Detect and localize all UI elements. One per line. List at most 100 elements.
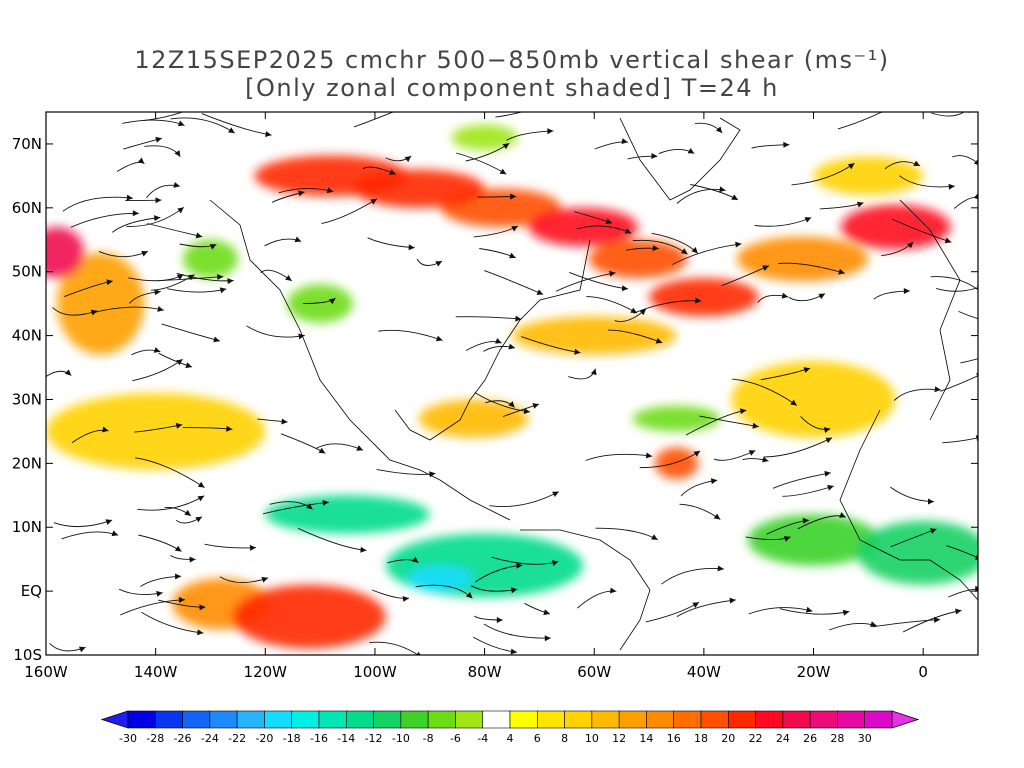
colorbar-swatch	[291, 710, 320, 729]
streamline-arrow	[185, 362, 193, 369]
streamline-arrow	[781, 292, 789, 299]
latitude-axis: 70N 60N 50N 40N 30N 20N 10N EQ 10S	[12, 135, 978, 664]
colorbar: -30 -28 -26 -24 -22 -20 -18 -16 -14 -12 -10 -8 -6 -4 4…	[100, 710, 920, 745]
shear-region	[287, 284, 354, 323]
streamline-arrow	[735, 241, 742, 248]
streamline	[940, 375, 978, 392]
map-title-line-2: [Only zonal component shaded] T=24 h	[245, 74, 779, 102]
streamline	[958, 310, 978, 320]
streamline-arrow	[435, 261, 443, 267]
shear-region	[418, 399, 529, 438]
colorbar-label: 22	[749, 732, 763, 745]
longitude-axis: 160W 140W 120W 100W 80W 60W 40W 20W 0	[24, 112, 928, 681]
streamline-arrow	[294, 236, 302, 243]
streamline-arrow	[174, 545, 182, 552]
shear-region	[512, 316, 677, 355]
shear-region	[183, 239, 238, 279]
colorbar-swatch	[236, 710, 265, 729]
streamline-arrow	[655, 337, 663, 344]
shear-region	[353, 169, 485, 208]
streamline-arrow	[175, 422, 183, 429]
streamline-arrow	[802, 517, 809, 524]
lon-tick-label: 40W	[687, 663, 721, 681]
streamline-arrow	[156, 590, 163, 597]
streamline-arrow	[298, 333, 305, 340]
lon-tick-label: 60W	[577, 663, 611, 681]
streamline-arrow	[645, 452, 653, 459]
streamline-arrow	[906, 241, 914, 249]
colorbar-swatch	[591, 710, 620, 729]
streamline-arrow	[651, 534, 658, 540]
streamline-arrow	[370, 198, 377, 205]
streamline-arrow	[680, 248, 688, 255]
colorbar-label: 6	[534, 732, 541, 745]
streamline-arrow	[824, 470, 831, 477]
streamline-arrow	[973, 159, 978, 165]
streamline-arrow	[174, 150, 181, 157]
streamline-arrow	[79, 646, 86, 653]
streamline-arrow	[141, 251, 148, 257]
streamline-arrow	[752, 422, 759, 429]
streamline-arrow	[552, 491, 559, 497]
colorbar-swatch	[509, 710, 538, 729]
colorbar-label: -12	[365, 732, 383, 745]
streamline-arrow	[818, 293, 826, 300]
streamline-arrow	[898, 101, 905, 107]
streamline-arrow	[842, 609, 850, 616]
streamline-arrow	[265, 131, 272, 137]
streamline	[455, 316, 522, 320]
colorbar-label: -6	[450, 732, 461, 745]
streamline-arrow	[155, 136, 162, 143]
shear-shading	[46, 124, 978, 649]
streamline-arrow	[509, 252, 516, 259]
streamline-arrow	[356, 445, 363, 451]
streamline-arrow	[630, 307, 637, 314]
streamline-arrow	[934, 616, 941, 623]
streamline-arrow	[510, 648, 517, 655]
colorbar-label: 18	[694, 732, 708, 745]
lon-tick-label: 160W	[24, 663, 68, 681]
streamline-arrow	[928, 498, 934, 505]
streamline-arrow	[547, 128, 554, 135]
streamline-arrow	[226, 425, 233, 432]
streamline	[732, 378, 798, 406]
colorbar-swatch	[673, 710, 702, 729]
streamline	[954, 197, 978, 209]
streamline-arrow	[177, 120, 185, 127]
streamline-arrow	[955, 608, 962, 615]
colorbar-label: 12	[612, 732, 626, 745]
streamline-arrow	[710, 478, 718, 485]
streamline-arrow	[687, 148, 695, 154]
streamline-arrow	[944, 237, 952, 244]
streamline-arrow	[717, 565, 724, 572]
streamline-arrow	[762, 265, 769, 271]
streamline-arrow	[652, 245, 659, 252]
streamline-arrow	[870, 621, 877, 627]
streamline-arrow	[132, 210, 139, 217]
colorbar-swatch	[809, 710, 838, 729]
streamline-arrow	[544, 635, 551, 642]
streamline-arrow	[178, 596, 185, 603]
streamline-arrow	[416, 651, 421, 655]
streamline-arrow	[228, 127, 235, 134]
streamline-arrow	[197, 481, 205, 488]
streamline	[931, 112, 965, 117]
streamline	[748, 607, 813, 615]
colorbar-swatch	[755, 710, 784, 729]
streamline-arrow	[496, 617, 503, 623]
streamline	[141, 611, 204, 634]
streamline-arrow	[495, 338, 502, 344]
lon-tick-label: 80W	[468, 663, 502, 681]
streamline-arrow	[219, 287, 227, 294]
streamline	[484, 270, 544, 295]
colorbar-label: -20	[255, 732, 273, 745]
streamline-arrow	[404, 156, 412, 163]
streamline-arrow	[532, 403, 539, 409]
lon-tick-label: 120W	[244, 663, 288, 681]
streamline-arrow	[536, 289, 544, 295]
streamline-arrow	[195, 516, 202, 523]
streamline-arrow	[217, 274, 224, 280]
coastline-greenland	[619, 117, 741, 201]
streamline-arrow	[551, 99, 558, 104]
streamline-arrow	[693, 450, 701, 457]
